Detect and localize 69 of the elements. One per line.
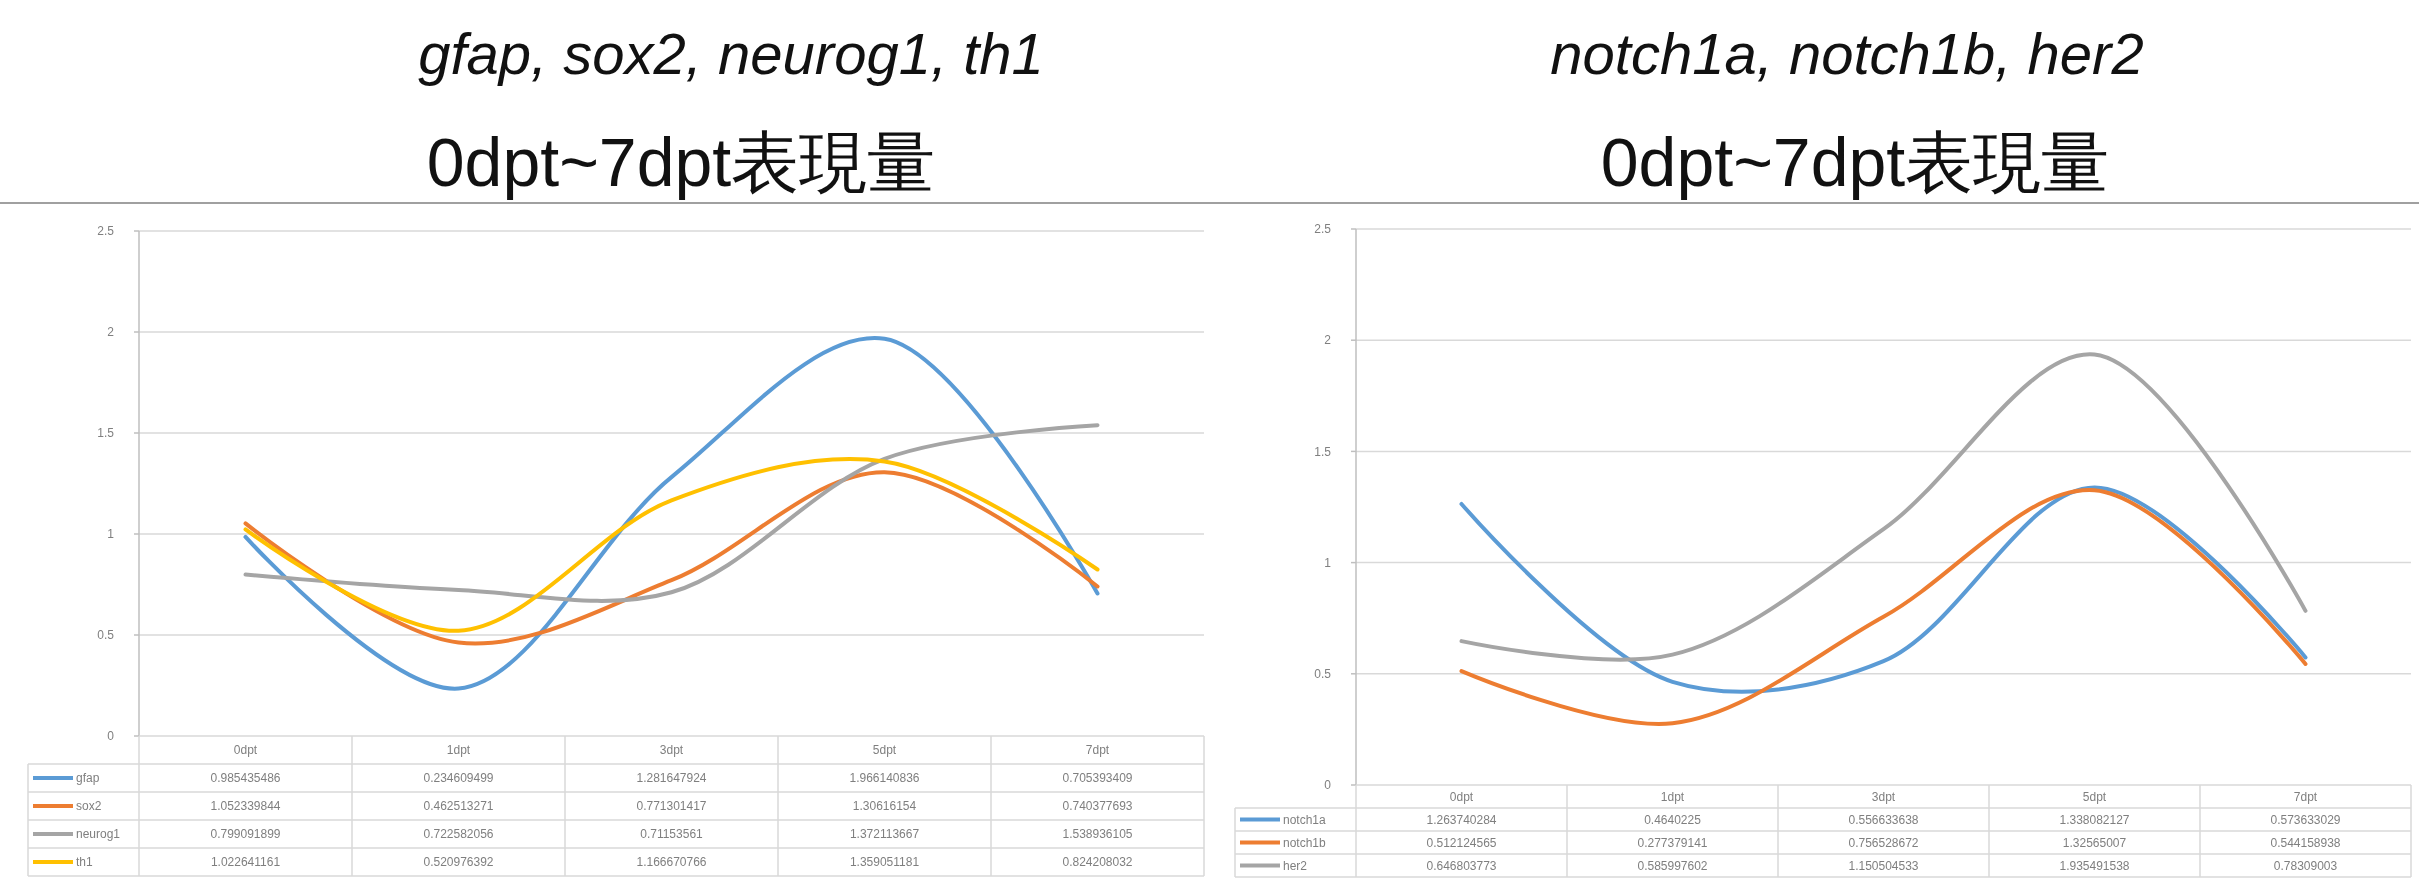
data-label: 0.740377693 [1062, 799, 1133, 814]
x-tick-label: 1dpt [446, 743, 471, 758]
data-label: 0.824208032 [1062, 855, 1133, 870]
y-tick-label: 0.5 [1314, 667, 1332, 681]
chart-subtitle: 0dpt~7dpt表現量 [426, 124, 936, 200]
data-label: 1.263740284 [1426, 812, 1497, 827]
x-tick-label: 1dpt [1660, 789, 1685, 804]
data-label: 0.771301417 [636, 799, 707, 814]
data-label: 0.544158938 [2270, 835, 2341, 850]
x-tick-label: 5dpt [872, 743, 897, 758]
chart-title: gfap, sox2, neurog1, th1 [418, 21, 1044, 86]
data-label: 0.799091899 [210, 827, 281, 842]
legend-label: gfap [76, 771, 100, 786]
y-tick-label: 2 [1324, 333, 1332, 348]
data-label: 1.281647924 [636, 771, 707, 786]
data-label: 0.705393409 [1062, 771, 1133, 786]
x-tick-label: 5dpt [2082, 789, 2107, 804]
data-label: 1.966140836 [849, 771, 920, 786]
data-label: 0.520976392 [423, 855, 494, 870]
data-label: 0.234609499 [423, 771, 494, 786]
data-label: 1.538936105 [1062, 827, 1133, 842]
y-tick-label: 2 [107, 325, 115, 340]
x-tick-label: 0dpt [1449, 789, 1474, 804]
x-tick-label: 0dpt [233, 743, 258, 758]
data-label: 0.722582056 [423, 827, 494, 842]
data-label: 1.359051181 [849, 855, 920, 870]
x-tick-label: 7dpt [2293, 789, 2318, 804]
y-tick-label: 0 [1324, 778, 1332, 793]
data-label: 0.462513271 [423, 799, 494, 814]
data-label: 1.32565007 [2062, 835, 2127, 850]
data-label: 1.022641161 [210, 855, 281, 870]
y-tick-label: 2.5 [97, 224, 115, 239]
legend-label: notch1a [1283, 812, 1327, 827]
data-label: 1.935491538 [2059, 858, 2130, 873]
data-label: 1.052339844 [210, 799, 281, 814]
data-label: 0.556633638 [1848, 812, 1919, 827]
data-label: 1.150504533 [1848, 858, 1919, 873]
data-label: 0.277379141 [1637, 835, 1708, 850]
legend-label: th1 [76, 855, 94, 870]
data-label: 0.512124565 [1426, 835, 1497, 850]
x-tick-label: 3dpt [659, 743, 684, 758]
data-label: 1.166670766 [636, 855, 707, 870]
x-tick-label: 3dpt [1871, 789, 1896, 804]
y-tick-label: 1.5 [97, 426, 115, 441]
data-label: 0.985435486 [210, 771, 281, 786]
y-tick-label: 1 [1324, 555, 1332, 570]
y-tick-label: 0.5 [97, 628, 115, 643]
line-series [243, 336, 1100, 691]
y-tick-label: 2.5 [1314, 222, 1332, 237]
y-tick-label: 0 [107, 729, 115, 744]
data-label: 0.585997602 [1637, 858, 1708, 873]
legend-label: notch1b [1283, 835, 1327, 850]
data-label: 0.78309003 [2273, 858, 2338, 873]
data-label: 1.30616154 [852, 799, 917, 814]
data-label: 0.71153561 [640, 827, 704, 842]
y-tick-label: 1.5 [1314, 444, 1332, 459]
y-tick-label: 1 [107, 527, 115, 542]
chart-subtitle: 0dpt~7dpt表現量 [1600, 124, 2110, 200]
x-tick-label: 7dpt [1085, 743, 1110, 758]
data-label: 1.338082127 [2059, 812, 2130, 827]
data-label: 0.573633029 [2270, 812, 2341, 827]
chart-title: notch1a, notch1b, her2 [1550, 21, 2144, 86]
data-label: 0.756528672 [1848, 835, 1919, 850]
data-label: 1.372113667 [849, 827, 920, 842]
data-label: 0.646803773 [1426, 858, 1497, 873]
legend-label: neurog1 [76, 827, 121, 842]
data-label: 0.4640225 [1644, 812, 1702, 827]
legend-label: sox2 [76, 799, 102, 814]
legend-label: her2 [1283, 858, 1308, 873]
